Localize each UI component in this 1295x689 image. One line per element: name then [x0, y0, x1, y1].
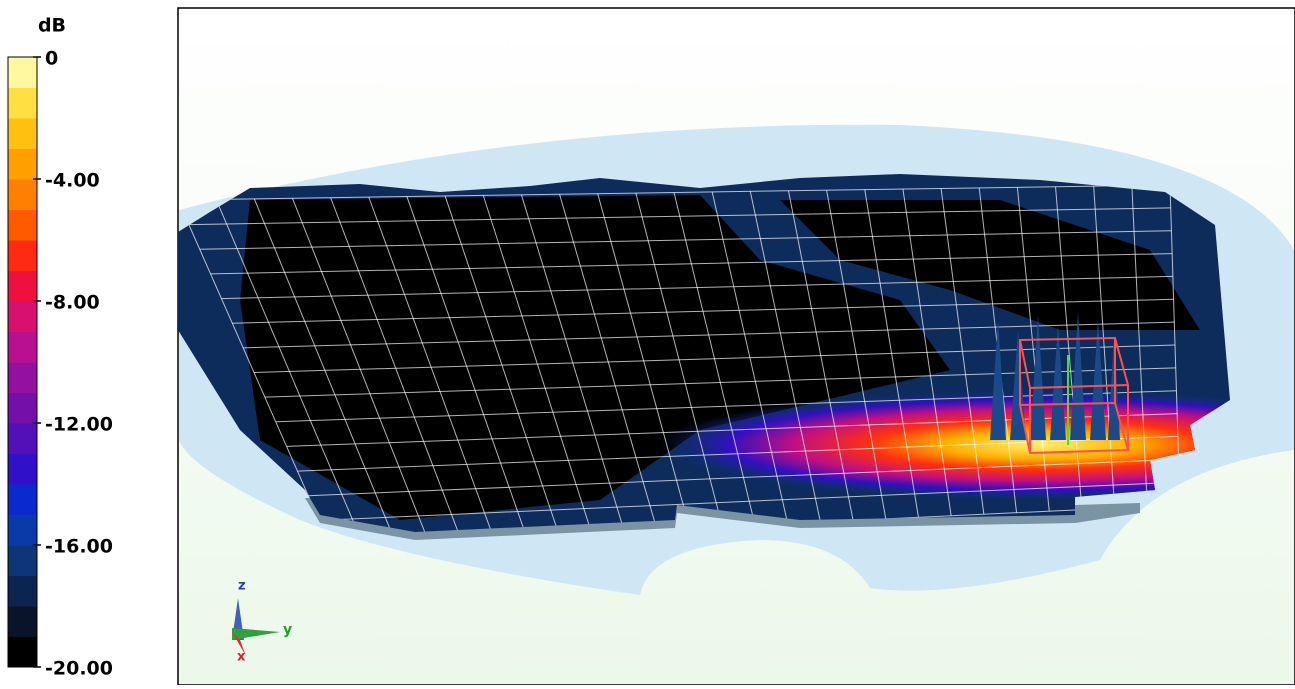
colorbar-title: dB	[38, 15, 66, 37]
viewport: z y x	[177, 7, 1295, 686]
colorbar-band	[8, 301, 37, 332]
grid-line	[243, 321, 1175, 349]
colorbar-tick-label: -16.00	[45, 536, 113, 558]
colorbar-tick-label: -20.00	[45, 658, 113, 680]
colorbar-tick-label: -8.00	[45, 292, 100, 314]
colorbar-band	[8, 575, 37, 607]
grid-line	[178, 184, 1171, 201]
colorbar-band	[8, 118, 37, 149]
colorbar-band	[8, 148, 37, 180]
grid-line	[308, 458, 1179, 497]
colorbar-tick-label: -4.00	[45, 170, 100, 192]
colorbar-band	[8, 240, 37, 271]
colorbar-band	[8, 209, 37, 241]
bounding-box	[1018, 336, 1130, 455]
axis-label: z	[238, 579, 246, 594]
grid-line	[210, 253, 1173, 275]
grid-line	[199, 230, 1172, 250]
colorbar-frame	[7, 56, 38, 668]
axis-label: y	[283, 622, 292, 638]
colorbar-tick-label: -12.00	[45, 414, 113, 436]
colorbar-band	[8, 636, 37, 668]
grid-line	[319, 481, 1180, 521]
grid	[178, 184, 1181, 532]
grid-line	[232, 298, 1174, 324]
axis-label: x	[237, 650, 246, 665]
grid-line	[221, 275, 1173, 300]
grid-line	[297, 435, 1178, 472]
grid-line	[275, 390, 1177, 423]
colorbar-band	[8, 423, 37, 454]
colorbar-band	[8, 606, 37, 637]
colorbar-band	[8, 545, 37, 576]
colorbar-tick-label: 0	[45, 48, 58, 70]
colorbar-band	[8, 362, 37, 393]
field-plot	[178, 174, 1230, 532]
grid-line	[286, 413, 1178, 447]
grid-line	[188, 207, 1171, 226]
colorbar-band	[8, 87, 37, 119]
colorbar: dB 0 -4.00 -8.00 -12.00 -16.00 -20.00	[7, 15, 113, 680]
colorbar-band	[8, 514, 37, 546]
colorbar-band	[8, 453, 37, 485]
grid-line	[264, 367, 1176, 398]
colorbar-band	[8, 270, 37, 302]
hotspot	[660, 390, 1230, 500]
colorbar-band	[8, 179, 37, 210]
axis-triad: z y x	[232, 579, 292, 665]
field-floor	[240, 195, 950, 520]
colorbar-band	[8, 57, 37, 88]
colorbar-band	[8, 392, 37, 424]
colorbar-band	[8, 331, 37, 363]
colorbar-band	[8, 484, 37, 515]
